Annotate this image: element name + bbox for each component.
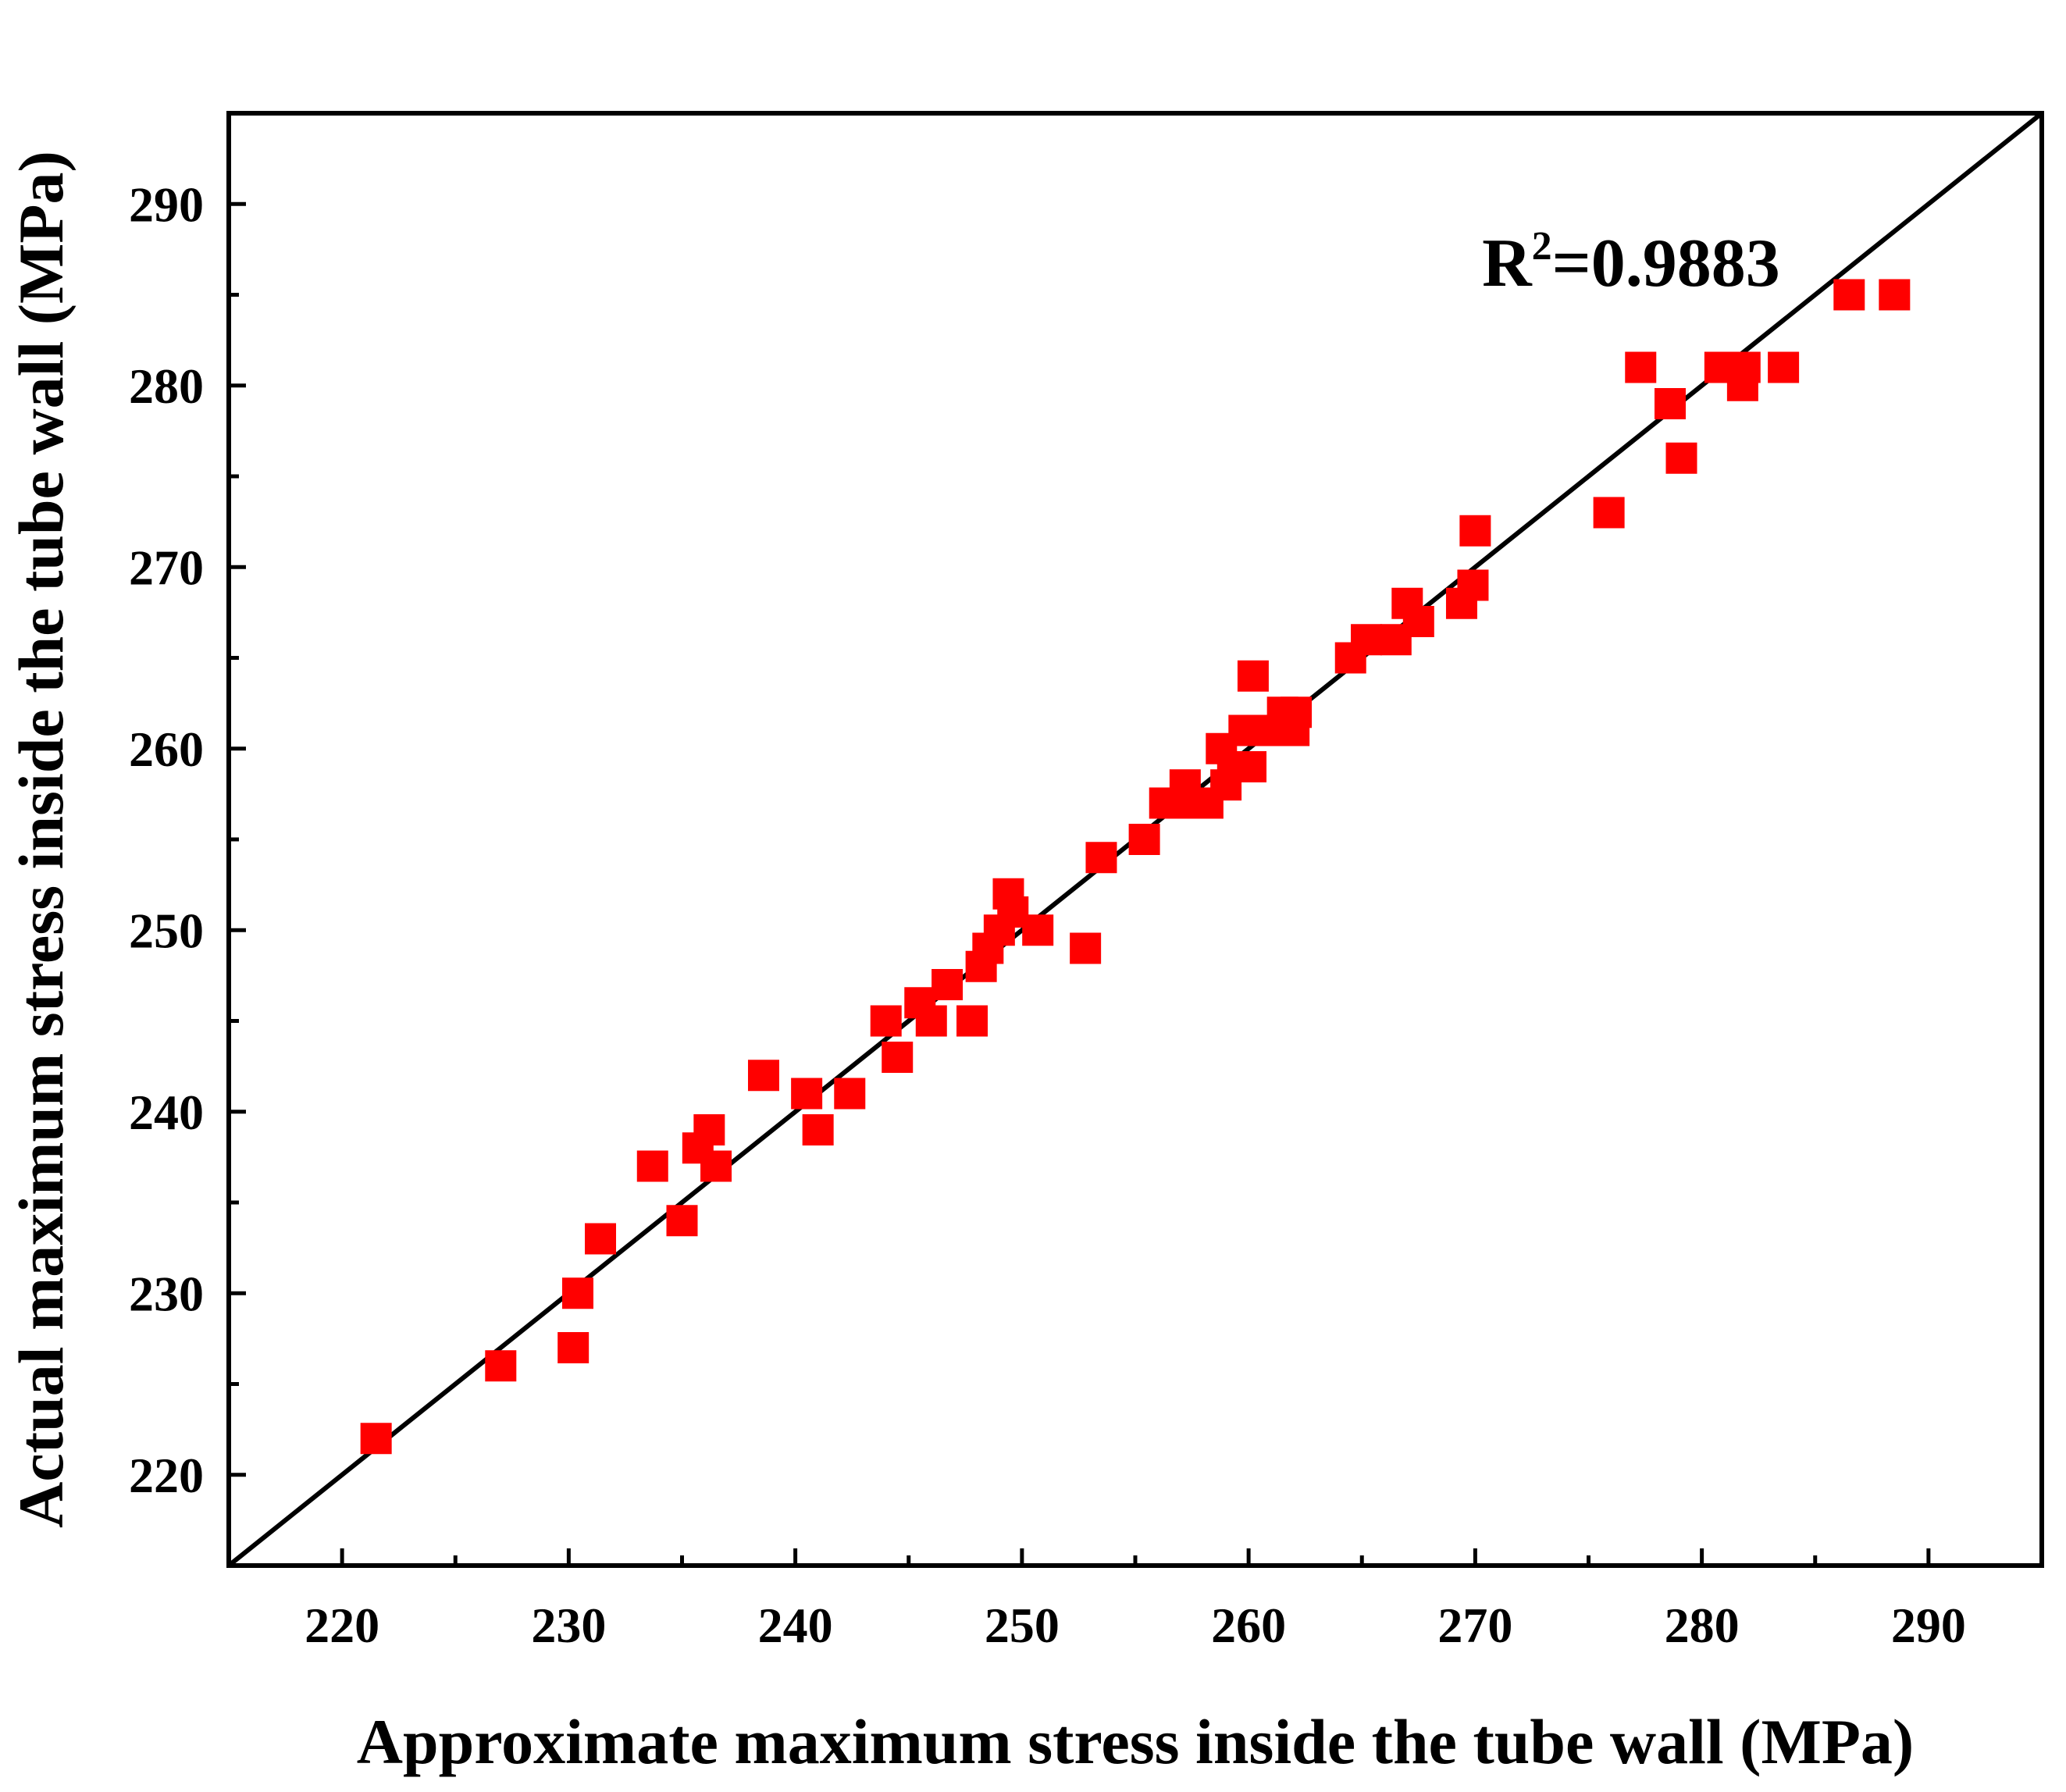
data-point-16 <box>882 1042 914 1073</box>
data-point-3 <box>557 1332 590 1363</box>
y-tick-label-280: 280 <box>129 358 204 414</box>
r-squared-value: =0.9883 <box>1552 226 1780 301</box>
data-point-55 <box>1665 442 1697 474</box>
data-point-26 <box>1022 914 1054 946</box>
data-points <box>360 279 1911 1455</box>
data-point-5 <box>585 1223 617 1255</box>
data-point-61 <box>1879 279 1911 311</box>
data-point-48 <box>1402 606 1434 637</box>
data-point-58 <box>1729 351 1761 383</box>
data-point-18 <box>915 1005 947 1037</box>
data-point-50 <box>1457 569 1489 601</box>
r-squared-annotation: R2=0.9883 <box>1482 224 1780 301</box>
data-point-29 <box>1128 824 1160 855</box>
data-point-9 <box>693 1114 725 1145</box>
data-point-15 <box>870 1005 902 1037</box>
data-point-11 <box>747 1060 779 1092</box>
data-point-53 <box>1625 351 1657 383</box>
y-tick-label-220: 220 <box>129 1448 204 1503</box>
data-point-52 <box>1593 497 1625 529</box>
x-tick-label-290: 290 <box>1891 1598 1966 1653</box>
r-squared-base: R <box>1482 226 1533 301</box>
x-axis-title: Approximate maximum stress inside the tu… <box>357 1706 1914 1777</box>
data-point-1 <box>360 1423 392 1455</box>
y-tick-label-240: 240 <box>129 1085 204 1140</box>
x-tick-label-250: 250 <box>985 1598 1060 1653</box>
data-point-39 <box>1237 660 1269 692</box>
x-tick-label-230: 230 <box>531 1598 606 1653</box>
x-tick-label-220: 220 <box>305 1598 379 1653</box>
data-point-43 <box>1281 696 1313 729</box>
x-tick-label-260: 260 <box>1211 1598 1286 1653</box>
data-point-54 <box>1654 388 1686 419</box>
y-tick-label-290: 290 <box>129 176 204 232</box>
data-point-60 <box>1833 279 1865 311</box>
data-point-38 <box>1235 751 1267 782</box>
data-point-2 <box>485 1350 517 1382</box>
data-point-27 <box>1070 932 1102 964</box>
r-squared-superscript: 2 <box>1532 224 1552 269</box>
data-point-7 <box>666 1205 698 1237</box>
data-point-45 <box>1351 624 1383 656</box>
data-point-4 <box>561 1277 593 1309</box>
data-point-59 <box>1768 351 1800 383</box>
data-point-10 <box>700 1150 732 1182</box>
y-tick-label-270: 270 <box>129 540 204 595</box>
x-tick-label-280: 280 <box>1665 1598 1740 1653</box>
y-tick-label-230: 230 <box>129 1266 204 1321</box>
y-axis: 220 230 240 250 260 270 280 290 <box>129 176 246 1503</box>
data-point-12 <box>791 1078 823 1110</box>
x-axis: 220 230 240 250 260 270 280 290 <box>305 1548 1966 1653</box>
y-axis-title: Actual maximum stress inside the tube wa… <box>5 151 77 1528</box>
data-point-14 <box>834 1078 866 1110</box>
data-point-28 <box>1085 842 1117 874</box>
y-tick-label-260: 260 <box>129 721 204 777</box>
x-tick-label-240: 240 <box>758 1598 833 1653</box>
data-point-19 <box>931 969 964 1000</box>
data-point-6 <box>636 1150 668 1182</box>
data-point-13 <box>802 1114 834 1145</box>
x-tick-label-270: 270 <box>1437 1598 1512 1653</box>
data-point-20 <box>956 1005 988 1037</box>
y-tick-label-250: 250 <box>129 903 204 958</box>
data-point-51 <box>1459 515 1491 547</box>
